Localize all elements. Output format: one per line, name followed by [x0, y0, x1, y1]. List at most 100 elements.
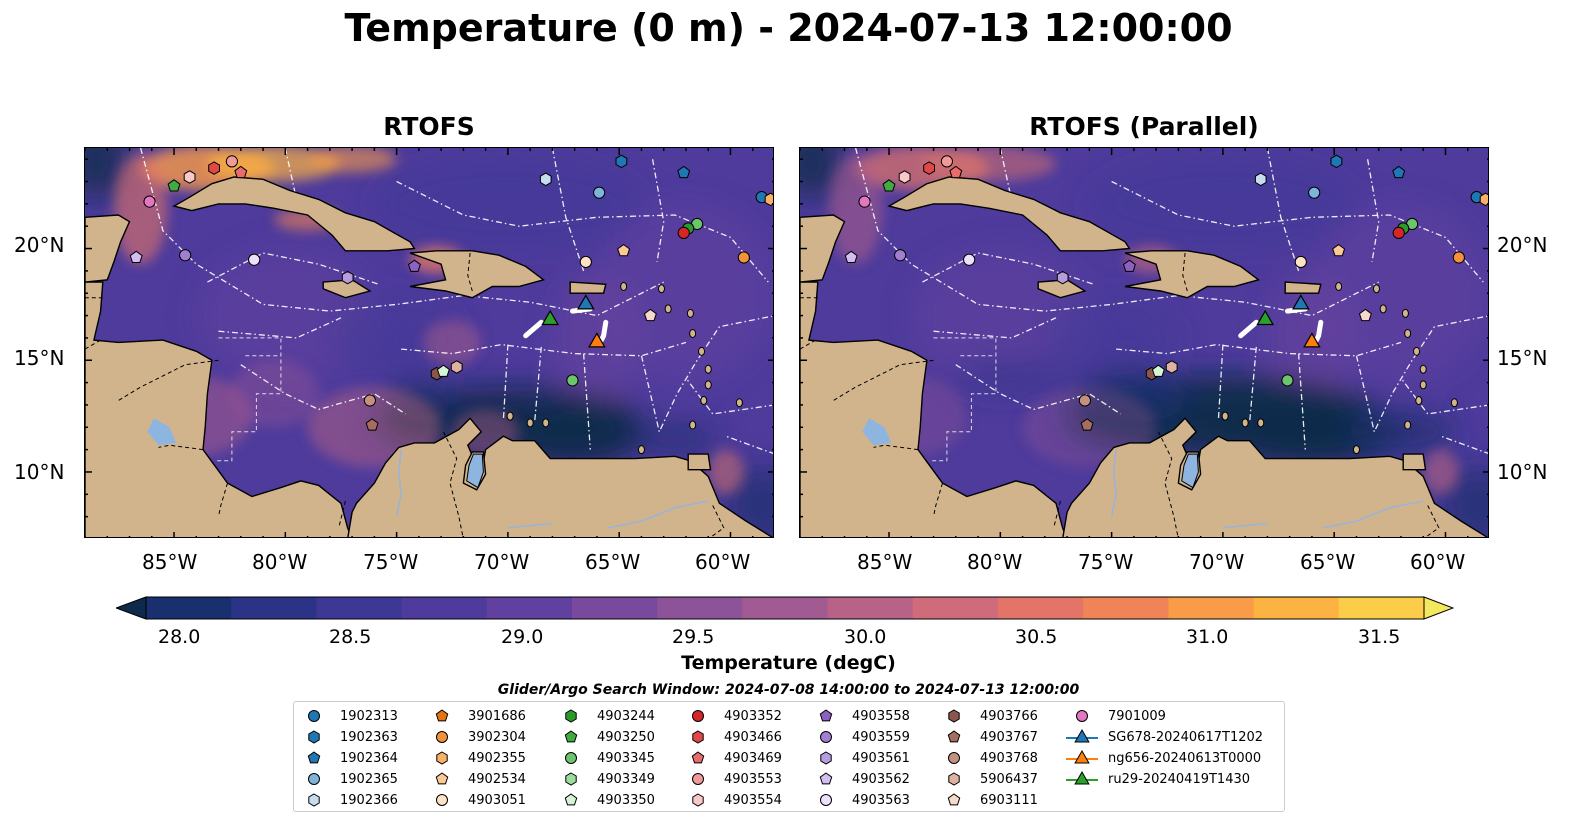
country-borders — [800, 252, 1440, 537]
legend-label: 3902304 — [468, 729, 526, 745]
legend-label: 7901009 — [1108, 708, 1166, 724]
legend-entry: 4903469 — [680, 748, 900, 768]
legend-marker-icon — [565, 772, 577, 786]
argo-float-marker — [894, 249, 907, 262]
argo-float-marker — [1254, 172, 1267, 187]
colorbar-segment — [1168, 597, 1255, 619]
argo-float-marker — [129, 250, 143, 263]
legend-marker-icon — [819, 772, 833, 785]
lon-tick-label: 80°W — [252, 550, 308, 574]
colorbar-segment — [231, 597, 317, 619]
legend-label: 4903244 — [597, 708, 655, 724]
legend-marker-icon — [308, 793, 320, 807]
argo-float-marker — [1330, 154, 1343, 169]
legend-entry: 3901686 — [424, 706, 644, 726]
argo-float-marker — [1056, 270, 1069, 285]
legend-entry: 4902355 — [424, 748, 644, 768]
legend-entry: 1902365 — [296, 769, 516, 789]
argo-float-marker — [593, 186, 606, 199]
legend-label: 4903767 — [980, 729, 1038, 745]
glider-marker — [576, 294, 595, 310]
legend-label: 4903768 — [980, 750, 1038, 766]
argo-float-marker — [1308, 186, 1321, 199]
legend-label: 4903352 — [724, 708, 782, 724]
lat-tick-label: 10°N — [14, 460, 65, 484]
legend-marker-icon — [820, 794, 832, 806]
argo-float-marker — [1294, 255, 1307, 269]
legend-entry: 4903767 — [936, 727, 1156, 747]
argo-float-marker — [1332, 243, 1346, 257]
argo-float-marker — [764, 192, 773, 207]
legend-label: 1902365 — [340, 771, 398, 787]
legend-entry: 4903562 — [808, 769, 1028, 789]
legend-label: 4903559 — [852, 729, 910, 745]
argo-float-marker — [949, 165, 963, 179]
legend-label: 1902313 — [340, 708, 398, 724]
legend-label: 4903553 — [724, 771, 782, 787]
lake-maracaibo — [466, 453, 484, 489]
colorbar-segment — [742, 597, 829, 619]
colorbar-tick-label: 29.5 — [672, 626, 715, 648]
search-window-text: Glider/Argo Search Window: 2024-07-08 14… — [497, 682, 1080, 698]
lon-tick-label: 60°W — [695, 550, 751, 574]
legend-label: 4902355 — [468, 750, 526, 766]
argo-float-marker — [1078, 394, 1092, 407]
argo-float-marker — [1165, 360, 1178, 374]
argo-float-marker — [363, 394, 377, 407]
legend-label: 4903766 — [980, 708, 1038, 724]
legend: 1902313 1902363 1902364 1902365 1902366 39016… — [293, 701, 1285, 812]
colorbar-label: Temperature (degC) — [681, 652, 896, 674]
land — [800, 176, 1488, 537]
panel-title-rtofs: RTOFS — [383, 112, 475, 141]
lon-tick-label: 60°W — [1410, 550, 1466, 574]
land-yucatan — [800, 214, 846, 283]
legend-marker-icon — [820, 751, 832, 765]
colorbar-segment — [1083, 597, 1169, 619]
colorbar-tick-label: 28.5 — [329, 626, 372, 648]
legend-marker-icon — [435, 772, 449, 785]
legend-label: 3901686 — [468, 708, 526, 724]
argo-float-marker — [1358, 308, 1372, 322]
argo-float-marker — [615, 154, 628, 169]
colorbar-tick-label: 29.0 — [501, 626, 544, 648]
legend-marker-icon — [565, 709, 577, 723]
legend-entry: 7901009 — [1064, 706, 1284, 726]
land-trinidad — [1402, 453, 1427, 471]
argo-float-marker — [923, 161, 935, 175]
lat-tick-label: 10°N — [1497, 460, 1548, 484]
legend-entry: 4903350 — [553, 790, 773, 810]
glider-marker — [541, 309, 560, 326]
lesser-antilles — [1221, 282, 1458, 455]
colorbar-tick-label: 31.0 — [1186, 626, 1229, 648]
axis-ticks — [800, 148, 1488, 537]
legend-entry: 1902363 — [296, 727, 516, 747]
legend-entry: 1902313 — [296, 706, 516, 726]
legend-label: 4903563 — [852, 792, 910, 808]
lat-tick-label: 20°N — [14, 233, 65, 257]
axis-ticks — [85, 148, 773, 537]
legend-label: 4903554 — [724, 792, 782, 808]
legend-label: 6903111 — [980, 792, 1038, 808]
argo-float-marker — [1281, 374, 1294, 387]
argo-float-marker — [179, 249, 192, 262]
lake-nicaragua — [147, 418, 177, 446]
argo-float-marker — [248, 253, 261, 266]
legend-entry: 4903554 — [680, 790, 900, 810]
colorbar-segment — [1253, 597, 1340, 619]
argo-float-marker — [1392, 165, 1406, 179]
lon-tick-label: 80°W — [967, 550, 1023, 574]
legend-marker-icon — [819, 709, 833, 722]
argo-float-marker — [643, 308, 657, 322]
legend-label: 4903250 — [597, 729, 655, 745]
argo-float-marker — [225, 155, 239, 168]
glider-marker — [1256, 309, 1275, 326]
argo-float-marker — [579, 255, 592, 269]
legend-marker-icon — [1066, 728, 1098, 743]
argo-float-marker — [566, 374, 579, 387]
colorbar-segment — [912, 597, 999, 619]
argo-float-marker — [737, 251, 750, 264]
rivers — [1110, 449, 1424, 529]
argo-float-marker — [450, 360, 463, 374]
argo-float-marker — [143, 195, 156, 208]
lon-tick-label: 85°W — [857, 550, 913, 574]
